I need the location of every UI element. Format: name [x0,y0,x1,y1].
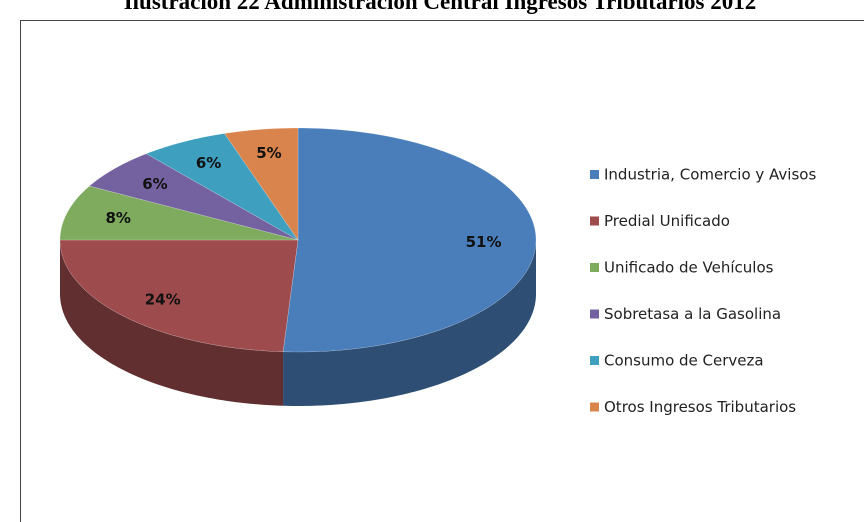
slice-side [60,240,284,406]
slice [224,127,299,241]
data-label: 6% [142,175,167,193]
legend-label: Otros Ingresos Tributarios [604,398,796,416]
chart-title: Ilustración 22 Administración Central In… [124,0,757,14]
legend-swatch [590,356,599,365]
legend-swatch [590,402,599,412]
slice [145,133,299,241]
slice [282,127,537,353]
pie: 51% 24% 8% 6% 6% 5% [59,127,537,406]
legend: Industria, Comercio y Avisos Predial Unif… [590,166,816,416]
data-label: 6% [196,154,221,172]
legend-label: Industria, Comercio y Avisos [604,166,816,184]
legend-label: Predial Unificado [604,212,730,230]
legend-swatch [590,263,599,272]
data-label: 5% [256,144,281,162]
data-label: 24% [145,290,181,308]
data-label: 51% [466,233,502,251]
slice [59,185,299,241]
legend-label: Consumo de Cerveza [604,352,764,370]
legend-label: Unificado de Vehículos [604,259,774,277]
data-label: 8% [105,209,130,227]
legend-label: Sobretasa a la Gasolina [604,305,781,323]
legend-swatch [590,170,599,179]
legend-swatch [590,216,599,226]
slice-side [283,240,536,406]
legend-swatch [590,309,599,319]
slice [88,153,299,241]
slice [59,239,299,353]
